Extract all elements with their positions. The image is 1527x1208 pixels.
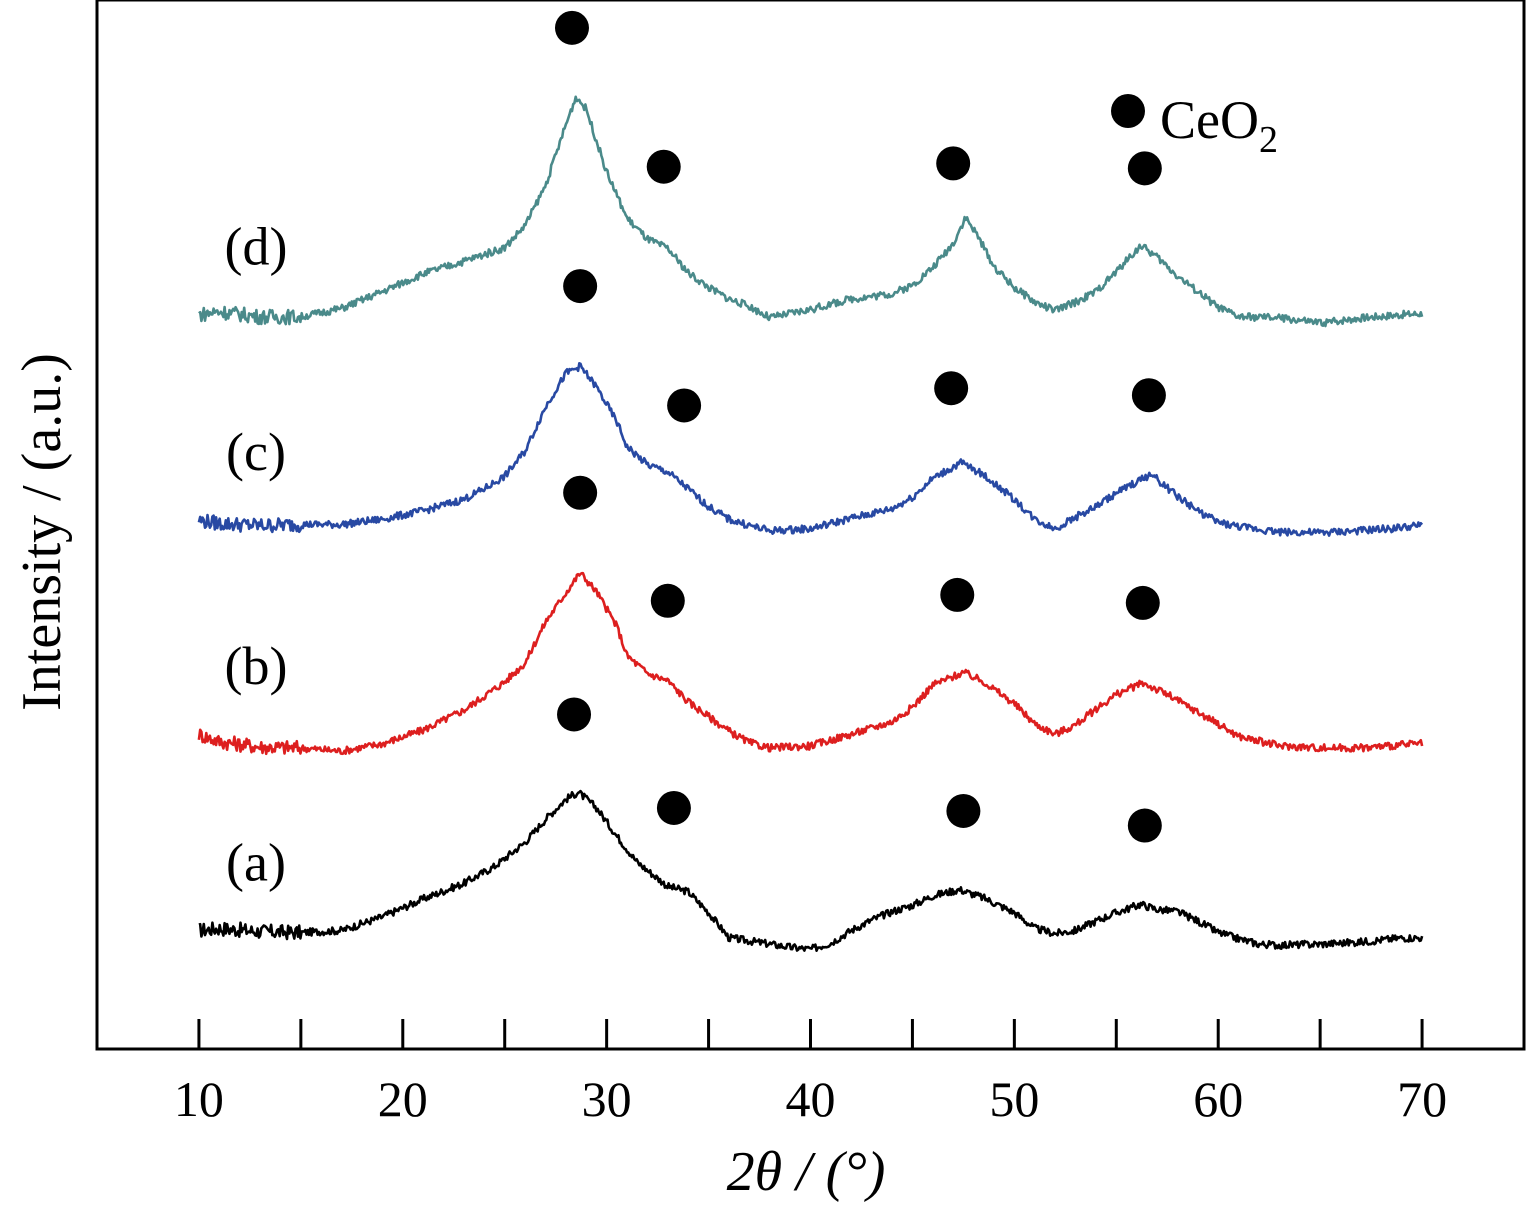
x-axis-ticks: 10 20 30 40 50 60 70	[174, 1019, 1447, 1127]
peak-marker	[1127, 808, 1162, 843]
series-label: (a)	[226, 832, 286, 892]
series-label: (d)	[225, 217, 288, 277]
peak-marker	[946, 793, 981, 828]
peak-marker	[1131, 378, 1166, 413]
legend: CeO2	[1111, 90, 1278, 161]
x-tick-label: 60	[1193, 1071, 1243, 1127]
series-layer	[197, 95, 1424, 952]
peak-marker	[650, 583, 685, 618]
y-axis-title: Intensity / (a.u.)	[11, 353, 73, 711]
peak-marker	[563, 269, 598, 304]
peak-marker	[1125, 585, 1160, 620]
series-line	[198, 789, 1424, 952]
peak-marker	[940, 577, 975, 612]
legend-marker	[1111, 94, 1145, 128]
series-label-layer: (a) (b) (c) (d)	[225, 217, 288, 893]
peak-marker	[934, 371, 969, 406]
series-line	[198, 95, 1424, 328]
series-line	[197, 362, 1424, 537]
legend-label: CeO2	[1160, 90, 1278, 161]
peak-marker	[554, 10, 589, 45]
x-axis-title: 2θ / (°)	[727, 1141, 886, 1203]
peak-marker	[563, 475, 598, 510]
series-label: (c)	[226, 422, 286, 482]
x-tick-label: 50	[989, 1071, 1039, 1127]
x-tick-label: 70	[1397, 1071, 1447, 1127]
x-tick-label: 30	[582, 1071, 632, 1127]
series-line	[197, 571, 1424, 756]
x-tick-label: 40	[786, 1071, 836, 1127]
peak-marker	[656, 790, 691, 825]
peak-marker-layer	[554, 10, 1166, 843]
peak-marker	[667, 388, 702, 423]
x-tick-label: 10	[174, 1071, 224, 1127]
x-tick-label: 20	[378, 1071, 428, 1127]
peak-marker	[646, 149, 681, 184]
peak-marker	[557, 697, 592, 732]
peak-marker	[1127, 151, 1162, 186]
peak-marker	[936, 146, 971, 181]
series-label: (b)	[225, 636, 288, 696]
